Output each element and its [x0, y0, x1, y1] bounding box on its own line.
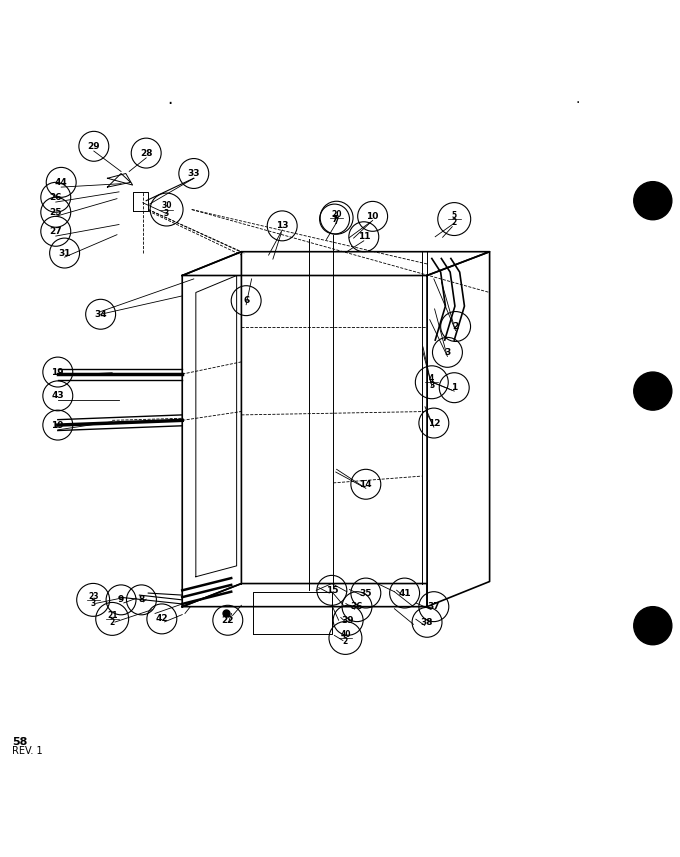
Text: 5: 5 [452, 211, 457, 220]
Text: 2: 2 [109, 618, 115, 627]
Text: 26: 26 [50, 193, 62, 201]
Text: 2: 2 [452, 219, 457, 227]
Text: 3: 3 [429, 381, 435, 391]
Text: .: . [167, 90, 173, 108]
Text: 2: 2 [452, 322, 459, 331]
Text: 44: 44 [55, 178, 67, 187]
Text: 27: 27 [50, 227, 62, 236]
Text: 3: 3 [90, 599, 96, 608]
Text: 19: 19 [52, 368, 64, 376]
Text: 20: 20 [331, 210, 342, 219]
Circle shape [634, 607, 672, 644]
Text: 1: 1 [451, 383, 458, 393]
Text: 28: 28 [140, 148, 152, 158]
Text: 14: 14 [360, 480, 372, 488]
Text: 42: 42 [156, 614, 168, 623]
Text: 2: 2 [343, 637, 348, 646]
Text: 43: 43 [52, 392, 64, 400]
Text: 39: 39 [342, 616, 354, 625]
Text: 7: 7 [334, 217, 339, 226]
Text: REV. 1: REV. 1 [12, 746, 43, 756]
Text: 41: 41 [398, 589, 411, 597]
Text: 15: 15 [326, 586, 338, 595]
Text: 31: 31 [58, 249, 71, 258]
Text: 7: 7 [331, 214, 338, 224]
Text: 11: 11 [358, 232, 370, 241]
Text: 4: 4 [429, 375, 435, 383]
Text: 29: 29 [88, 141, 100, 151]
Text: 34: 34 [95, 309, 107, 319]
Text: 13: 13 [276, 221, 288, 231]
Text: 38: 38 [421, 618, 433, 626]
Text: 8: 8 [138, 596, 145, 604]
Text: 36: 36 [351, 602, 363, 611]
Text: 40: 40 [340, 630, 351, 638]
Text: 30: 30 [161, 201, 172, 211]
Text: 58: 58 [12, 737, 28, 746]
Text: 33: 33 [188, 169, 200, 178]
Text: 3: 3 [164, 208, 169, 218]
Text: 6: 6 [243, 297, 250, 305]
Text: 25: 25 [50, 207, 62, 217]
Text: 35: 35 [360, 589, 372, 597]
Text: 12: 12 [428, 418, 440, 428]
Text: 23: 23 [88, 591, 99, 601]
Text: .: . [576, 92, 580, 105]
Text: 3: 3 [444, 348, 451, 357]
Text: 19: 19 [52, 421, 64, 429]
Text: 22: 22 [222, 616, 234, 625]
Text: 37: 37 [428, 602, 440, 611]
Text: 10: 10 [367, 212, 379, 221]
Text: 9: 9 [118, 596, 124, 604]
Circle shape [634, 182, 672, 219]
Circle shape [634, 372, 672, 411]
Text: 21: 21 [107, 611, 118, 620]
